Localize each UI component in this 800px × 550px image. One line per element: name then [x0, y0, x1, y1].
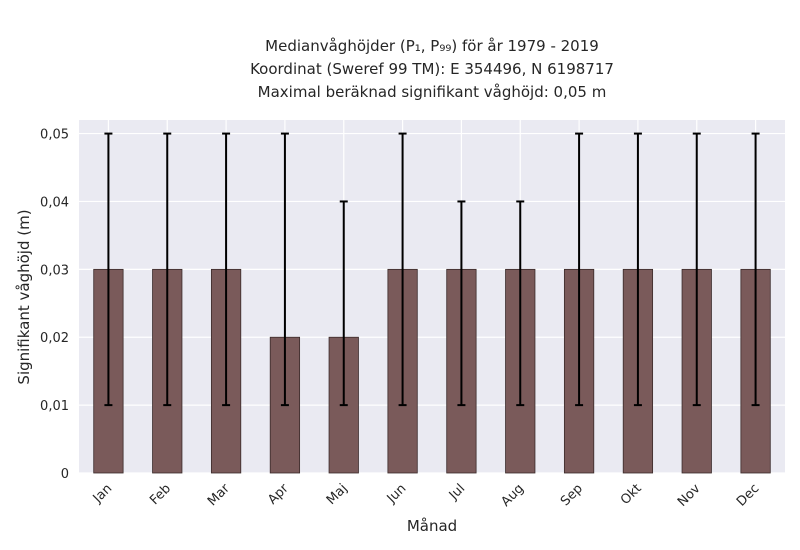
error-bars	[104, 132, 760, 407]
x-tick-label: Apr	[265, 481, 292, 508]
y-tick-label: 0,05	[40, 128, 69, 143]
x-tick-label: Sep	[558, 481, 586, 509]
x-tick-label: Okt	[618, 481, 645, 508]
x-tick-label: Jul	[446, 481, 468, 503]
x-tick-label: Dec	[734, 481, 762, 509]
error-bar-aug	[516, 200, 525, 407]
chart-title-line-2: Koordinat (Sweref 99 TM): E 354496, N 61…	[250, 60, 614, 78]
error-bar-jun	[398, 132, 407, 407]
y-axis-label: Signifikant våghöjd (m)	[15, 209, 33, 384]
x-tick-label: Jan	[90, 481, 115, 506]
x-axis-ticks: Jan Feb Mar Apr Maj Jun Jul Aug Sep Okt Nov Dec	[90, 481, 763, 510]
x-axis-label: Månad	[407, 517, 457, 535]
chart-title-line-3: Maximal beräknad signifikant våghöjd: 0,…	[258, 83, 607, 101]
chart-title-line-1: Medianvåghöjder (P₁, P₉₉) för år 1979 - …	[265, 37, 599, 55]
x-tick-label: Mar	[205, 481, 233, 509]
error-bar-apr	[280, 132, 289, 407]
y-tick-label: 0,01	[40, 399, 69, 414]
y-tick-label: 0	[61, 467, 69, 482]
x-tick-label: Nov	[675, 481, 704, 510]
x-tick-label: Jun	[384, 481, 410, 507]
error-bar-okt	[633, 132, 642, 407]
x-tick-label: Aug	[499, 481, 528, 510]
error-bar-dec	[751, 132, 760, 407]
error-bar-feb	[163, 132, 172, 407]
y-tick-label: 0,02	[40, 331, 69, 346]
y-tick-label: 0,04	[40, 195, 69, 210]
y-tick-label: 0,03	[40, 263, 69, 278]
error-bar-maj	[339, 200, 348, 407]
error-bar-nov	[692, 132, 701, 407]
x-tick-label: Feb	[147, 481, 174, 508]
chart-title: Medianvåghöjder (P₁, P₉₉) för år 1979 - …	[250, 37, 614, 101]
error-bar-mar	[222, 132, 231, 407]
y-axis-ticks: 0 0,01 0,02 0,03 0,04 0,05	[40, 128, 69, 482]
error-bar-jan	[104, 132, 113, 407]
x-tick-label: Maj	[324, 481, 351, 508]
error-bar-jul	[457, 200, 466, 407]
error-bar-sep	[575, 132, 584, 407]
plot-area	[79, 120, 785, 473]
